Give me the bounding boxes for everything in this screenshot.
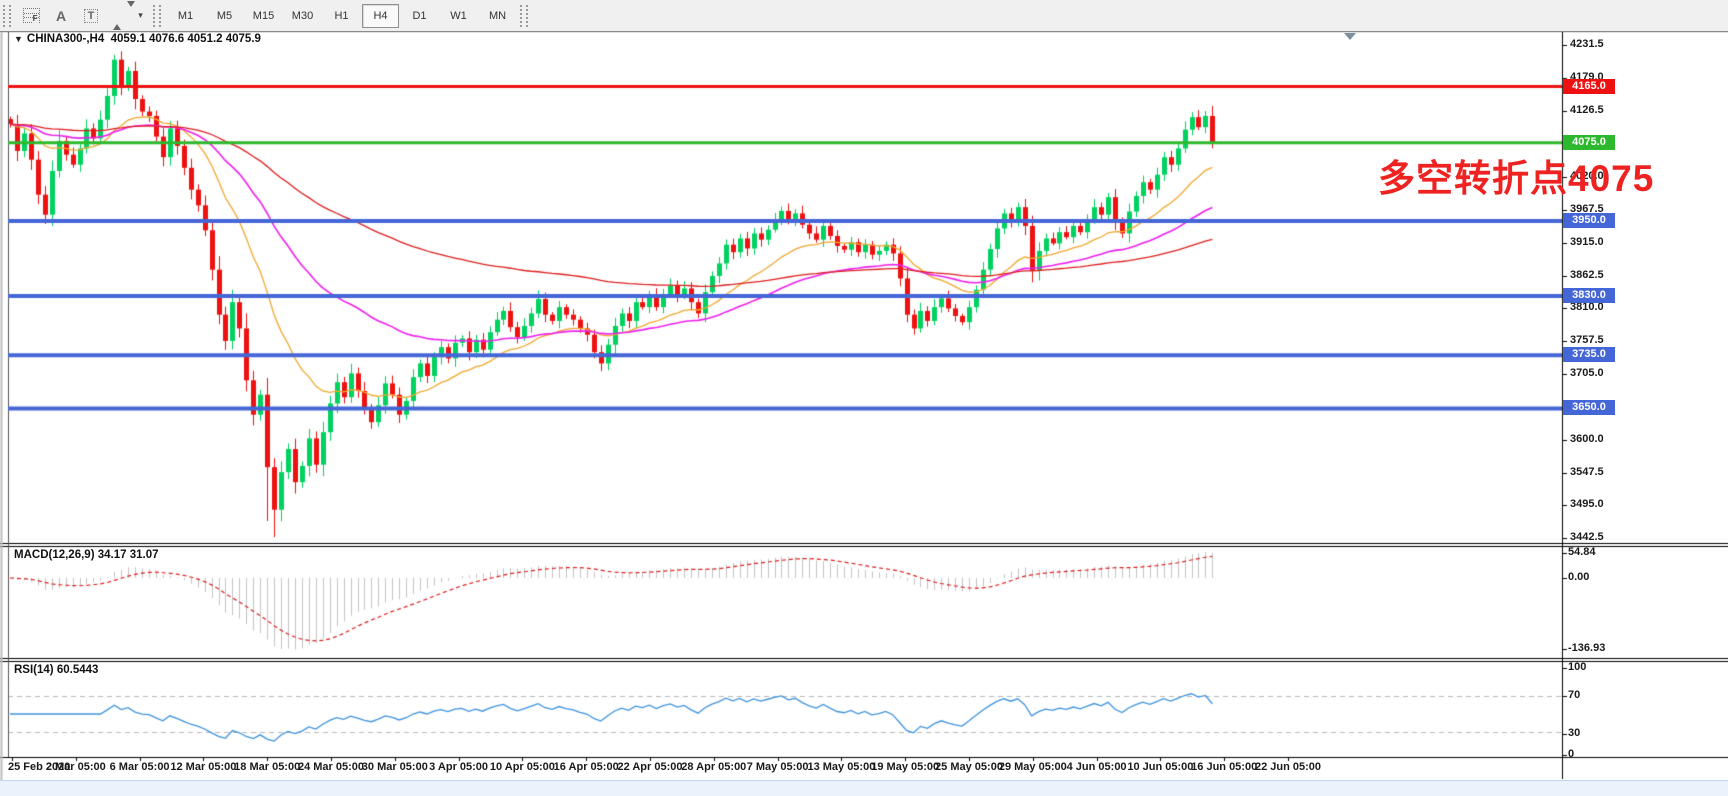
time-axis-label: 10 Jun 05:00 xyxy=(1127,761,1194,773)
fibonacci-letter: F xyxy=(32,14,38,23)
toolbar-drag-handle[interactable] xyxy=(153,4,161,27)
price-axis-tick: 3915.0 xyxy=(1570,235,1604,248)
timeframe-button-m15[interactable]: M15 xyxy=(252,9,275,22)
time-axis-label: 25 Feb 2020 xyxy=(8,761,71,773)
macd-scale-tick: 54.84 xyxy=(1568,546,1596,558)
price-axis-tick: 4020.0 xyxy=(1570,170,1604,183)
rsi-scale-tick: 70 xyxy=(1568,689,1581,701)
arrows-glyph xyxy=(113,0,136,30)
time-axis-label: 22 Apr 05:00 xyxy=(617,761,683,773)
price-axis-tick: 3547.5 xyxy=(1570,465,1604,478)
timeframe-button-h4[interactable]: H4 xyxy=(362,3,399,28)
time-axis-label: 28 Apr 05:00 xyxy=(681,761,747,773)
time-axis-label: 13 May 05:00 xyxy=(807,761,876,773)
status-strip xyxy=(0,780,1728,796)
timeframe-button-group: M1 M5 M15 M30 H1 H4 D1 W1 MN xyxy=(166,3,517,28)
price-axis-tick: 4126.5 xyxy=(1570,103,1604,116)
price-axis-tick: 3705.0 xyxy=(1570,367,1604,380)
time-axis-label: 12 Mar 05:00 xyxy=(170,761,237,773)
text-label-tool-icon[interactable]: T xyxy=(77,3,105,29)
toolbar-drag-handle[interactable] xyxy=(3,4,11,27)
price-axis-tick: 4231.5 xyxy=(1570,38,1604,50)
time-axis-label: 24 Mar 05:00 xyxy=(297,761,365,773)
chart-title: ▼ CHINA300-,H4 4059.1 4076.6 4051.2 4075.… xyxy=(14,33,261,45)
text-tool-icon[interactable]: A xyxy=(47,3,75,29)
price-axis-tick: 3810.0 xyxy=(1570,301,1604,314)
rsi-scale-tick: 30 xyxy=(1568,727,1581,739)
timeframe-button-h1[interactable]: H1 xyxy=(334,9,349,22)
timeframe-button-m30[interactable]: M30 xyxy=(291,9,314,22)
timeframe-button-d1[interactable]: D1 xyxy=(412,9,427,22)
time-axis-label: 7 May 05:00 xyxy=(746,761,809,773)
price-level-badge: 3650.0 xyxy=(1563,400,1615,416)
time-axis-label: 6 Mar 05:00 xyxy=(109,761,170,773)
price-level-badge: 3830.0 xyxy=(1563,287,1615,303)
price-axis-tick: 3442.5 xyxy=(1570,531,1604,544)
timeframe-button-m1[interactable]: M1 xyxy=(177,9,194,22)
rsi-scale-tick: 0 xyxy=(1568,748,1575,760)
price-level-badge: 4165.0 xyxy=(1563,78,1615,94)
chart-shift-marker-icon[interactable] xyxy=(1344,33,1356,40)
macd-indicator-label: MACD(12,26,9) 34.17 31.07 xyxy=(14,549,159,561)
symbol-dropdown-icon[interactable]: ▼ xyxy=(14,34,23,44)
price-axis-tick: 3967.5 xyxy=(1570,203,1604,215)
rsi-indicator-label: RSI(14) 60.5443 xyxy=(14,664,99,676)
macd-scale-tick: -136.93 xyxy=(1568,642,1606,654)
time-axis-label: 2 Mar 05:00 xyxy=(45,761,106,773)
time-axis-label: 3 Apr 05:00 xyxy=(429,761,489,773)
price-axis-tick: 3757.5 xyxy=(1570,334,1604,347)
price-axis-tick: 3495.0 xyxy=(1570,498,1604,511)
rsi-scale-tick: 100 xyxy=(1568,661,1587,673)
timeframe-button-w1[interactable]: W1 xyxy=(450,9,467,22)
time-axis-label: 29 May 05:00 xyxy=(998,761,1067,773)
timeframe-button-m5[interactable]: M5 xyxy=(216,9,233,22)
macd-scale-tick: 0.00 xyxy=(1568,571,1590,583)
fibonacci-icon[interactable]: F xyxy=(17,3,45,29)
time-axis-label: 19 May 05:00 xyxy=(871,761,940,773)
price-level-badge: 3735.0 xyxy=(1563,347,1615,363)
ohlc-values: 4059.1 4076.6 4051.2 4075.9 xyxy=(110,33,261,45)
time-axis-label: 30 Mar 05:00 xyxy=(361,761,428,773)
time-axis-label: 22 Jun 05:00 xyxy=(1254,761,1322,773)
toolbar: F A T ▾ M1 M5 M15 M30 H1 H4 D1 W1 MN xyxy=(0,0,1728,32)
time-axis-label: 10 Apr 05:00 xyxy=(489,761,555,773)
arrows-tool-icon[interactable]: ▾ xyxy=(107,0,149,30)
time-axis-label: 4 Jun 05:00 xyxy=(1066,761,1127,773)
price-axis-tick: 3862.5 xyxy=(1570,268,1604,281)
price-level-badge: 4075.0 xyxy=(1563,134,1615,150)
text-t-glyph: T xyxy=(83,8,99,23)
time-axis-label: 18 Mar 05:00 xyxy=(234,761,301,773)
fibonacci-grid-glyph: F xyxy=(22,8,40,23)
timeframe-button-mn[interactable]: MN xyxy=(488,9,507,22)
toolbar-drag-handle[interactable] xyxy=(520,4,528,27)
price-axis-tick: 3600.0 xyxy=(1570,432,1604,445)
text-a-glyph: A xyxy=(55,7,67,24)
time-axis-label: 16 Apr 05:00 xyxy=(553,761,619,773)
time-axis-label: 25 May 05:00 xyxy=(935,761,1003,773)
time-axis-label: 16 Jun 05:00 xyxy=(1191,761,1258,773)
chart-annotation-text: 多空转折点4075 xyxy=(1378,158,1655,199)
price-level-badge: 3950.0 xyxy=(1563,212,1615,228)
chevron-down-icon: ▾ xyxy=(138,10,143,20)
symbol-name: CHINA300-,H4 xyxy=(26,33,105,45)
